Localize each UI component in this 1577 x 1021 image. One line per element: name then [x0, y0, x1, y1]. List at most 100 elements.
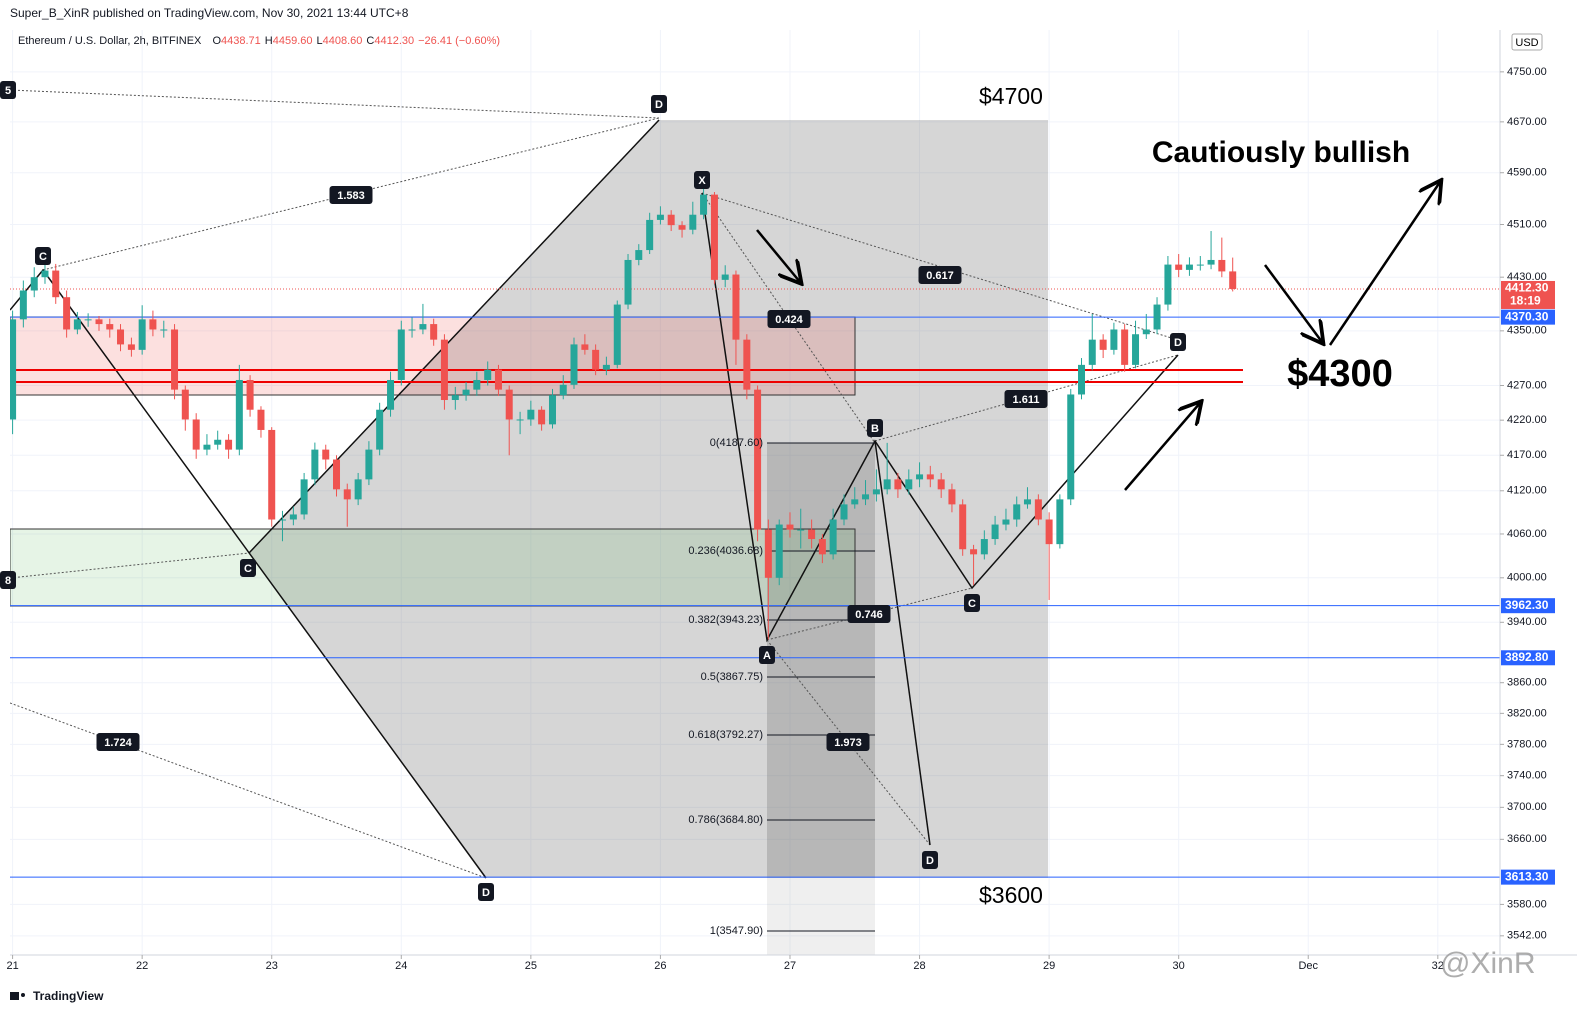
pattern-label: B: [871, 423, 879, 435]
pattern-area: [249, 120, 1048, 878]
candle-body: [959, 504, 967, 550]
candle-body: [786, 524, 794, 530]
pattern-label-box: [847, 605, 891, 623]
candle-body: [376, 409, 384, 450]
candle-body: [646, 219, 654, 251]
y-tick-label: 4220.00: [1507, 414, 1547, 426]
price-label: 3962.30: [1505, 598, 1549, 612]
fib-label: 0.5(3867.75): [701, 671, 763, 683]
y-tick-label: 4060.00: [1507, 528, 1547, 540]
fib-label: 0(4187.60): [710, 437, 763, 449]
candle-body: [63, 297, 71, 330]
legend-change: −26.41 (−0.60%): [418, 35, 500, 47]
pattern-label-box: [759, 646, 775, 664]
candle-body: [656, 214, 664, 220]
candle-body: [95, 319, 103, 325]
pattern-label: 1.611: [1013, 394, 1040, 406]
y-tick-label: 3660.00: [1507, 833, 1547, 845]
x-tick-label: 25: [525, 960, 537, 972]
candle-body: [1088, 339, 1096, 365]
annotation: $4300: [1287, 353, 1393, 395]
y-tick-label: 3860.00: [1507, 677, 1547, 689]
candle-body: [138, 319, 146, 350]
pattern-label-box: [918, 266, 962, 284]
candle-body: [365, 449, 373, 480]
candle-body: [73, 319, 81, 330]
candle-body: [808, 529, 816, 540]
candle-body: [1175, 264, 1183, 270]
candle-body: [1002, 519, 1010, 525]
x-tick-label: 26: [654, 960, 666, 972]
pattern-label-box: [96, 733, 140, 751]
candle-body: [764, 529, 772, 578]
drawings: [10, 89, 1243, 955]
pattern-label: 1.724: [104, 737, 132, 749]
countdown: 18:19: [1510, 294, 1541, 308]
candle-body: [1067, 394, 1075, 500]
y-axis: 4750.00 4670.00 4590.00 4510.00 4430.00 4350.…: [1500, 66, 1555, 942]
candle-body: [948, 489, 956, 505]
pattern-label: 1.973: [834, 737, 862, 749]
header: Super_B_XinR published on TradingView.co…: [10, 6, 409, 20]
candle-body: [1229, 271, 1237, 289]
candle-body: [721, 274, 729, 280]
candle-body: [333, 459, 341, 490]
legend-value: 4412.30: [374, 35, 414, 47]
candle-body: [980, 539, 988, 555]
pattern-label: D: [926, 855, 934, 867]
price-label: 4412.30: [1505, 281, 1549, 295]
candle-body: [559, 384, 567, 396]
y-tick-label: 3580.00: [1507, 898, 1547, 910]
candle-body: [592, 349, 600, 370]
y-tick-label: 3542.00: [1507, 930, 1547, 942]
candle-body: [10, 319, 17, 420]
y-tick-label: 4510.00: [1507, 218, 1547, 230]
legend-key: H: [265, 35, 273, 47]
candle-body: [214, 439, 222, 445]
pattern-label-box: [826, 733, 870, 751]
candle-body: [149, 319, 157, 330]
candle-body: [970, 549, 978, 555]
pattern-label-box: [651, 95, 667, 113]
legend-key: O: [212, 35, 221, 47]
fib-label: 0.236(4036.68): [688, 545, 763, 557]
fib-area: [767, 443, 875, 878]
candle-body: [538, 409, 546, 425]
grid: [10, 30, 1500, 955]
candle-body: [732, 274, 740, 340]
candle-body: [41, 270, 49, 278]
candle-body: [419, 324, 427, 330]
candle-body: [1045, 519, 1053, 545]
legend-value: 4438.71: [221, 35, 261, 47]
candle-body: [246, 379, 254, 410]
candle-body: [548, 395, 556, 425]
candle-body: [527, 409, 535, 420]
pattern-label: 0.617: [926, 270, 954, 282]
candle-body: [1185, 264, 1193, 270]
candle-body: [926, 474, 934, 480]
candle-body: [818, 539, 826, 555]
candle-body: [905, 479, 913, 490]
pattern-label: 0.424: [775, 314, 803, 326]
y-tick-label: 4670.00: [1507, 116, 1547, 128]
x-axis: 21 22 23 24 25 26 27 28 29 30 Dec 32: [6, 955, 1444, 972]
watermark: @XinR: [1440, 947, 1535, 980]
candle-body: [127, 344, 135, 350]
legend-value: 4408.60: [323, 35, 363, 47]
x-tick-label: 23: [266, 960, 278, 972]
candle-body: [678, 225, 686, 230]
pattern-label: 0.746: [855, 609, 883, 621]
candle-body: [311, 449, 319, 480]
pattern-label: A: [763, 650, 771, 662]
currency-box: [1511, 33, 1543, 51]
symbol: Ethereum / U.S. Dollar, 2h, BITFINEX: [18, 35, 202, 47]
price-label-box: [1501, 869, 1555, 885]
pattern-label: D: [655, 99, 663, 111]
price-label: 4370.30: [1505, 309, 1549, 323]
pattern-label-box: [478, 883, 494, 901]
candle-body: [754, 389, 762, 530]
candle-body: [1207, 259, 1215, 265]
candle-body: [1013, 504, 1021, 520]
candle-body: [635, 250, 643, 260]
candle-body: [1164, 264, 1172, 305]
